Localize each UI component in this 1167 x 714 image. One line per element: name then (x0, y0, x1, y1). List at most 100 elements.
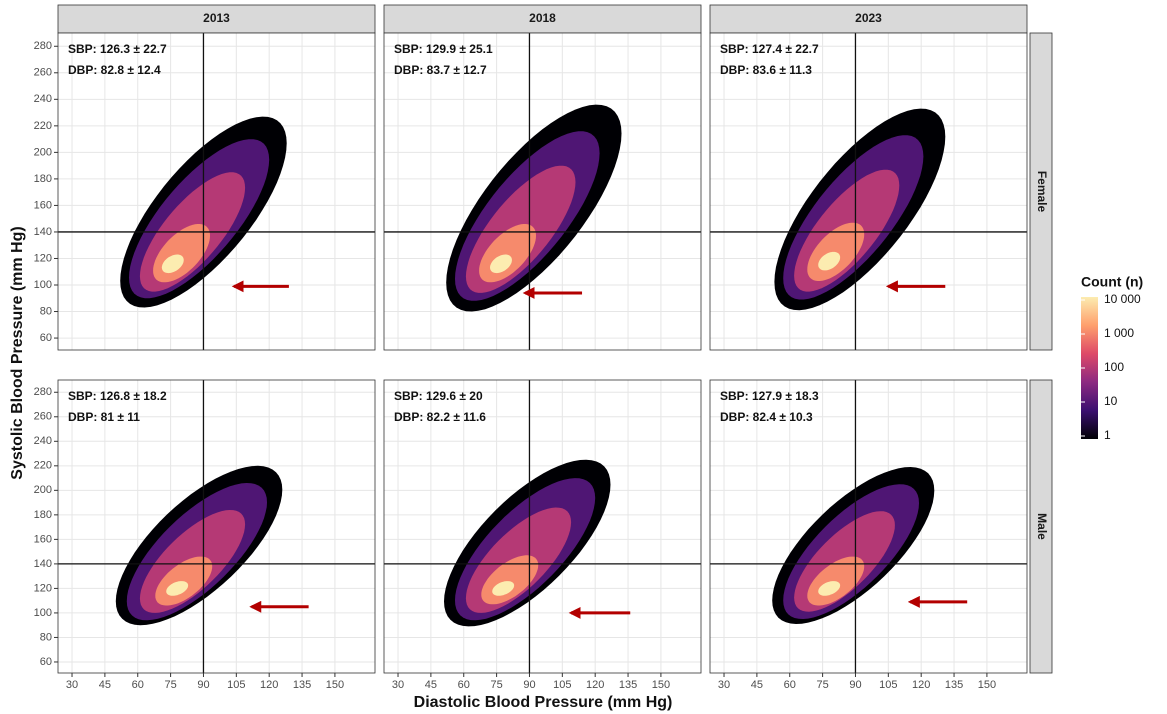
facet-label: 2023 (855, 11, 882, 25)
x-tick-label: 60 (132, 679, 144, 691)
annotation: DBP: 82.8 ± 12.4 (68, 63, 161, 77)
x-tick-label: 45 (425, 679, 437, 691)
y-tick-label: 80 (40, 305, 52, 317)
panel (58, 380, 375, 673)
y-tick-label: 140 (34, 558, 52, 570)
density-region (818, 251, 841, 271)
x-tick-label: 120 (260, 679, 278, 691)
panel (58, 33, 375, 350)
x-tick-label: 150 (326, 679, 344, 691)
y-tick-label: 100 (34, 607, 52, 619)
annotation: SBP: 126.3 ± 22.7 (68, 42, 167, 56)
y-tick-label: 160 (34, 533, 52, 545)
x-tick-label: 135 (619, 679, 637, 691)
panel (710, 33, 1027, 350)
annotation: SBP: 129.9 ± 25.1 (394, 42, 493, 56)
x-tick-label: 45 (99, 679, 111, 691)
facet-strip (709, 4, 1028, 34)
x-tick-label: 135 (945, 679, 963, 691)
y-tick-label: 60 (40, 332, 52, 344)
annotation: SBP: 127.9 ± 18.3 (720, 389, 819, 403)
x-tick-label: 150 (652, 679, 670, 691)
legend-label: 10 (1104, 394, 1118, 408)
panel-border (383, 379, 702, 674)
x-tick-label: 30 (66, 679, 78, 691)
facet-strip (383, 4, 702, 34)
annotation: DBP: 83.6 ± 11.3 (720, 63, 812, 77)
x-tick-label: 105 (553, 679, 571, 691)
y-tick-label: 200 (34, 484, 52, 496)
facet-label: 2018 (529, 11, 556, 25)
legend-label: 10 000 (1104, 292, 1141, 306)
y-tick-label: 160 (34, 199, 52, 211)
x-tick-label: 30 (718, 679, 730, 691)
y-tick-label: 260 (34, 411, 52, 423)
annotation: DBP: 81 ± 11 (68, 410, 140, 424)
annotation: DBP: 82.2 ± 11.6 (394, 410, 486, 424)
x-axis-title: Diastolic Blood Pressure (mm Hg) (414, 694, 673, 711)
x-tick-label: 120 (586, 679, 604, 691)
density-region (492, 581, 515, 596)
annotation: DBP: 83.7 ± 12.7 (394, 63, 487, 77)
panel (384, 380, 701, 673)
y-tick-label: 260 (34, 67, 52, 79)
x-tick-label: 105 (227, 679, 245, 691)
y-tick-label: 280 (34, 386, 52, 398)
annotation: SBP: 126.8 ± 18.2 (68, 389, 167, 403)
panel-border (709, 379, 1028, 674)
panel-border (383, 32, 702, 351)
annotation: SBP: 129.6 ± 20 (394, 389, 483, 403)
facet-label: 2013 (203, 11, 230, 25)
y-tick-label: 60 (40, 656, 52, 668)
x-tick-label: 135 (293, 679, 311, 691)
facet-label: Female (1035, 171, 1049, 213)
x-tick-label: 75 (164, 679, 176, 691)
facet-label: Male (1035, 513, 1049, 540)
y-tick-label: 200 (34, 146, 52, 158)
facet-strip (1029, 379, 1053, 674)
panel-border (709, 32, 1028, 351)
y-axis-title: Systolic Blood Pressure (mm Hg) (9, 226, 26, 479)
legend-colorbar (1081, 297, 1098, 439)
x-tick-label: 120 (912, 679, 930, 691)
x-tick-label: 90 (523, 679, 535, 691)
x-tick-label: 75 (816, 679, 828, 691)
y-tick-label: 180 (34, 509, 52, 521)
x-tick-label: 90 (197, 679, 209, 691)
y-tick-label: 220 (34, 460, 52, 472)
x-tick-label: 60 (784, 679, 796, 691)
y-tick-label: 100 (34, 279, 52, 291)
legend-title: Count (n) (1081, 274, 1143, 290)
annotation: DBP: 82.4 ± 10.3 (720, 410, 813, 424)
annotation: SBP: 127.4 ± 22.7 (720, 42, 819, 56)
density-region (490, 254, 512, 274)
panel-border (57, 379, 376, 674)
density-region (161, 254, 184, 274)
x-tick-label: 30 (392, 679, 404, 691)
y-tick-label: 280 (34, 40, 52, 52)
x-tick-label: 150 (978, 679, 996, 691)
legend-label: 1 (1104, 428, 1111, 442)
density-region (166, 581, 189, 596)
facet-strip (1029, 32, 1053, 351)
y-tick-label: 180 (34, 173, 52, 185)
y-tick-label: 80 (40, 631, 52, 643)
y-tick-label: 220 (34, 120, 52, 132)
y-tick-label: 120 (34, 252, 52, 264)
panel (384, 33, 701, 350)
density-region (818, 581, 841, 596)
x-tick-label: 75 (490, 679, 502, 691)
y-tick-label: 120 (34, 582, 52, 594)
y-tick-label: 240 (34, 435, 52, 447)
legend-label: 1 000 (1104, 326, 1134, 340)
x-tick-label: 45 (751, 679, 763, 691)
x-tick-label: 60 (458, 679, 470, 691)
x-tick-label: 90 (849, 679, 861, 691)
y-tick-label: 140 (34, 226, 52, 238)
panel (710, 380, 1027, 673)
x-tick-label: 105 (879, 679, 897, 691)
facet-strip (57, 4, 376, 34)
y-tick-label: 240 (34, 93, 52, 105)
legend-label: 100 (1104, 360, 1124, 374)
